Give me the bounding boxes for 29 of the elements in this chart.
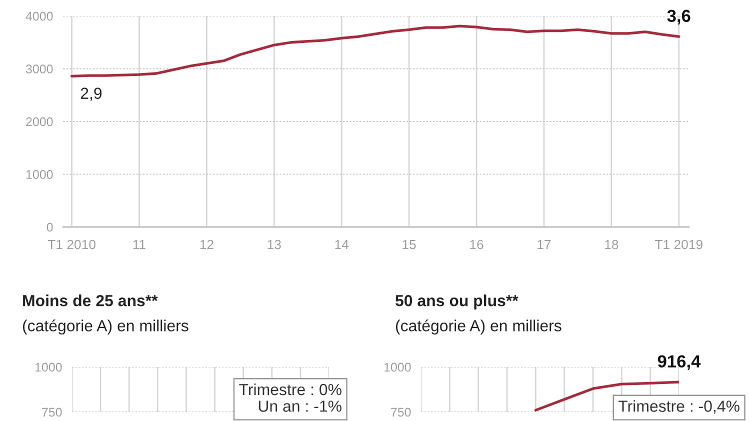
y-tick-label: 2000 [26, 117, 53, 126]
data-label: 916,4 [658, 355, 701, 370]
x-tick-label: 12 [200, 240, 214, 250]
annotation: 2,9 [80, 88, 102, 101]
y-tick-label: 1000 [35, 362, 62, 372]
annotation: 3,6 [667, 10, 690, 25]
x-tick-label: T1 2019 [654, 240, 702, 250]
x-tick-label: 11 [133, 240, 146, 250]
chart-title: 50 ans ou plus** [395, 294, 518, 310]
x-tick-label: 14 [335, 240, 349, 250]
chart-title: Moins de 25 ans** [23, 294, 158, 306]
x-tick-label: T1 2010 [48, 240, 96, 250]
y-tick-label: 0 [46, 222, 53, 232]
x-tick-label: 18 [605, 240, 618, 250]
annotation: Trimestre : -0,4% [618, 400, 740, 414]
y-tick-label: 1000 [26, 170, 53, 179]
y-tick-label: 1000 [384, 362, 411, 372]
y-tick-label: 750 [391, 408, 411, 417]
y-tick-label: 4000 [26, 12, 53, 21]
x-tick-label: 16 [470, 240, 484, 250]
x-tick-label: 13 [268, 240, 281, 250]
y-tick-label: 3000 [26, 64, 53, 74]
chart-subtitle: (catégorie A) en milliers [22, 319, 188, 335]
line-series [70, 24, 680, 78]
y-tick-label: 750 [42, 408, 62, 417]
x-tick-label: 15 [402, 240, 416, 250]
chart-subtitle: (catégorie A) en milliers [396, 319, 562, 335]
annotation: Trimestre : 0% Un an : -1% [239, 383, 342, 412]
x-tick-label: 17 [538, 240, 551, 250]
